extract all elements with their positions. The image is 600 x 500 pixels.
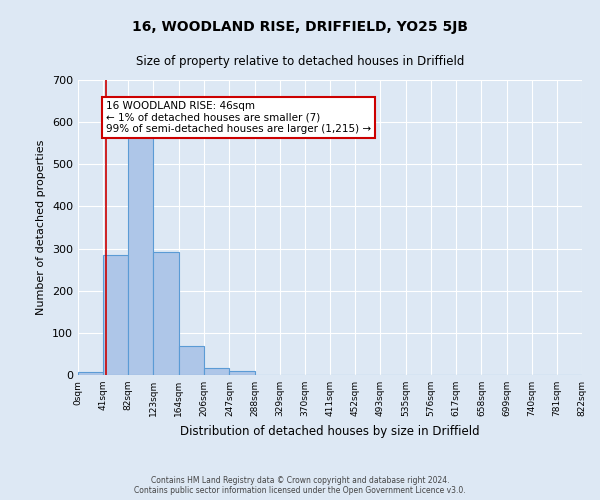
X-axis label: Distribution of detached houses by size in Driffield: Distribution of detached houses by size … (180, 424, 480, 438)
Text: Size of property relative to detached houses in Driffield: Size of property relative to detached ho… (136, 55, 464, 68)
Bar (128, 136, 154, 375)
Y-axis label: Number of detached properties: Number of detached properties (37, 140, 46, 315)
Text: 16, WOODLAND RISE, DRIFFIELD, YO25 5JB: 16, WOODLAND RISE, DRIFFIELD, YO25 5JB (132, 20, 468, 34)
Bar (179, 346, 203, 375)
Bar (154, 252, 179, 375)
Bar (103, 255, 128, 375)
Text: 16 WOODLAND RISE: 46sqm
← 1% of detached houses are smaller (7)
99% of semi-deta: 16 WOODLAND RISE: 46sqm ← 1% of detached… (106, 101, 371, 134)
Bar (78, 372, 103, 375)
Text: Contains HM Land Registry data © Crown copyright and database right 2024.
Contai: Contains HM Land Registry data © Crown c… (134, 476, 466, 495)
Bar (205, 368, 229, 375)
Bar (229, 371, 254, 375)
